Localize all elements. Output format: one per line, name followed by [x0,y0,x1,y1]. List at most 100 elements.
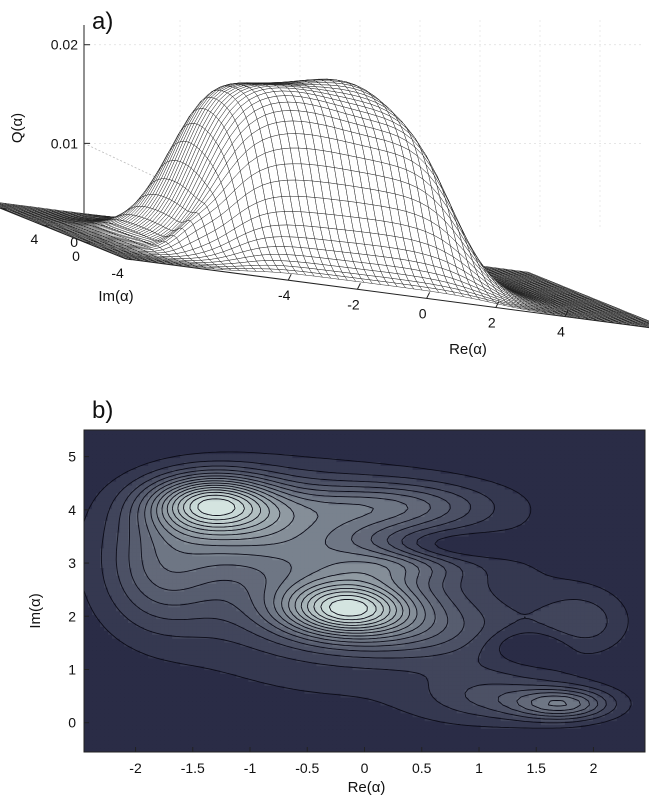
contour-cell [408,716,414,722]
contour-cell [124,736,129,741]
contour-cell [184,708,189,714]
contour-cell [188,744,193,749]
contour-cell [308,732,314,737]
contour-cell [180,720,185,726]
contour-cell [392,724,398,730]
contour-cell [272,716,277,722]
contour-cell [416,736,422,741]
contour-cell [112,748,117,752]
contour-cell [116,740,121,745]
contour-cell [108,744,113,749]
contour-cell [104,744,109,749]
contour-cell [216,716,221,722]
contour-cell [260,712,265,718]
contour-cell [336,716,342,722]
contour-cell [212,728,217,733]
contour-cell [328,736,334,741]
contour-cell [188,712,193,718]
contour-cell [172,732,177,737]
contour-cell [204,740,209,745]
contour-cell [552,728,558,733]
contour-cell [136,732,141,737]
contour-cell [296,712,301,718]
contour-cell [584,716,590,722]
contour-cell [380,736,386,741]
contour-cell [372,716,378,722]
contour-cell [120,744,125,749]
contour-cell [160,716,165,722]
contour-cell [288,732,293,737]
contour-cell [364,724,370,730]
contour-cell [192,724,197,730]
contour-cell [516,724,522,730]
contour-cell [108,732,113,737]
contour-cell [128,736,133,741]
contour-cell [464,748,470,752]
contour-cell [208,748,213,752]
contour-cell [132,716,137,722]
contour-cell [168,748,173,752]
contour-cell [236,748,241,752]
contour-cell [392,728,398,733]
contour-cell [516,736,522,741]
contour-cell [204,748,209,752]
contour-cell [612,740,618,745]
contour-cell [364,732,370,737]
contour-cell [248,736,253,741]
contour-cell [576,748,582,752]
contour-cell [512,728,518,733]
contour-cell [344,736,350,741]
contour-cell [136,716,141,722]
contour-cell [100,732,105,737]
contour-cell [316,736,322,741]
contour-cell [356,720,362,726]
contour-cell [180,732,185,737]
contour-cell [536,744,542,749]
contour-cell [612,712,618,718]
contour-cell [492,720,498,726]
contour-cell [156,748,161,752]
contour-cell [580,724,586,730]
contour-cell [400,744,406,749]
contour-cell [384,728,390,733]
contour-cell [540,728,546,733]
contour-cell [468,712,474,718]
contour-cell [520,724,526,730]
contour-cell [116,708,121,714]
contour-cell [584,712,590,718]
contour-cell [364,720,370,726]
contour-cell [612,736,618,741]
contour-cell [152,716,157,722]
contour-cell [592,740,598,745]
contour-cell [332,724,338,730]
contour-cell [308,740,314,745]
contour-cell [124,748,129,752]
contour-cell [232,732,237,737]
contour-cell [316,724,322,730]
contour-cell [108,740,113,745]
contour-cell [280,728,285,733]
contour-cell [396,736,402,741]
contour-cell [108,748,113,752]
contour-cell [100,740,105,745]
contour-cell [288,728,293,733]
contour-cell [556,736,562,741]
contour-cell [388,728,394,733]
contour-cell [436,716,442,722]
contour-cell [552,736,558,741]
contour-cell [240,744,245,749]
contour-cell [524,732,530,737]
contour-cell [236,744,241,749]
contour-cell [228,712,233,718]
contour-cell [540,724,546,730]
contour-cell [564,712,570,718]
contour-cell [152,712,157,718]
contour-cell [252,748,257,752]
contour-cell [184,744,189,749]
contour-cell [444,744,450,749]
contour-cell [280,708,285,714]
contour-cell [260,708,265,714]
contour-cell [476,744,482,749]
contour-cell [92,708,97,714]
